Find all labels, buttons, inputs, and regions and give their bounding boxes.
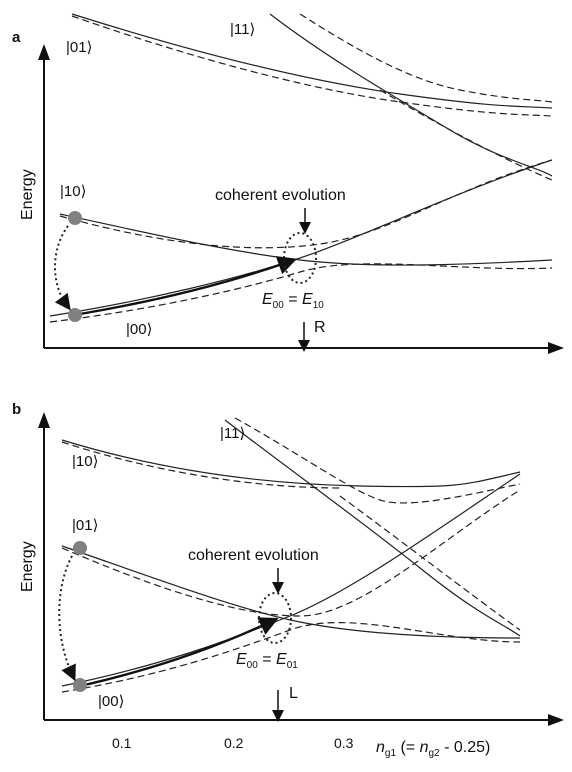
panel-a-curve-01-dashed	[71, 15, 553, 117]
panel-b-x-arrowhead	[548, 714, 564, 726]
panel-b-state-10: |10⟩	[72, 453, 98, 470]
panel-a-marker: R	[314, 319, 326, 336]
panel-b-curve-10-dashed	[61, 441, 341, 489]
panel-a-curve-10	[59, 213, 553, 266]
panel-a-evolution-path	[79, 256, 298, 316]
x-axis-label: ng1 (= ng2 - 0.25)	[376, 739, 490, 759]
panel-a-curve-00	[49, 159, 553, 317]
panel-b-energy-label: Energy	[19, 541, 36, 592]
panel-b-dot-00	[73, 678, 87, 692]
panel-a-x-arrowhead	[548, 342, 564, 354]
panel-a: a Energy coherent evolution |01⟩ |11⟩	[12, 13, 564, 354]
panel-a-curve-10-dashed	[59, 159, 553, 249]
panel-a-crossing-ellipse	[283, 232, 317, 284]
panel-b-equation: E00 = E01	[236, 651, 298, 671]
panel-b-crossing-ellipse	[258, 592, 292, 644]
panel-a-curve-11-dashed	[299, 13, 553, 103]
panel-b-relaxation-arrow	[58, 555, 76, 682]
panel-b-curve-10	[61, 439, 521, 488]
panel-a-curve-01	[71, 13, 553, 109]
panel-b-marker: L	[289, 685, 298, 702]
panel-a-dot-10	[68, 211, 82, 225]
panel-a-label: a	[12, 29, 21, 46]
x-tick-0-1: 0.1	[112, 735, 132, 751]
panel-b-annotation: coherent evolution	[188, 547, 319, 564]
panel-a-state-10: |10⟩	[60, 183, 86, 200]
panel-a-curve-00-dashed	[49, 263, 553, 323]
panel-b-curve-11-dashed	[234, 417, 521, 504]
panel-a-state-00: |00⟩	[126, 321, 152, 338]
x-tick-0-2: 0.2	[224, 735, 244, 751]
panel-b-label: b	[12, 401, 21, 418]
panel-b-curve-00-dashed	[61, 621, 521, 693]
panel-b-evolution-path	[79, 617, 279, 688]
panel-b-curve-11	[224, 419, 521, 637]
panel-a-annotation: coherent evolution	[215, 187, 346, 204]
panel-b-dot-01	[73, 541, 87, 555]
panel-a-relaxation-arrow	[54, 225, 71, 311]
panel-a-y-arrowhead	[38, 44, 50, 60]
panel-b-curve-00	[61, 473, 521, 687]
x-tick-0-3: 0.3	[334, 735, 354, 751]
panel-a-dot-00	[68, 308, 82, 322]
panel-b-y-arrowhead	[38, 412, 50, 428]
panel-a-state-11: |11⟩	[230, 21, 255, 38]
panel-b-state-00: |00⟩	[98, 693, 124, 710]
panel-a-equation: E00 = E10	[262, 291, 324, 311]
panel-a-energy-label: Energy	[19, 169, 36, 220]
panel-b: b Energy coherent evolution |11⟩ |10⟩	[12, 401, 564, 759]
panel-b-curve-11-dashed-lower	[339, 495, 521, 631]
panel-b-state-01: |01⟩	[72, 517, 98, 534]
panel-a-state-01: |01⟩	[66, 39, 92, 56]
panel-b-curve-01	[61, 545, 521, 639]
panel-b-state-11: |11⟩	[220, 425, 245, 442]
